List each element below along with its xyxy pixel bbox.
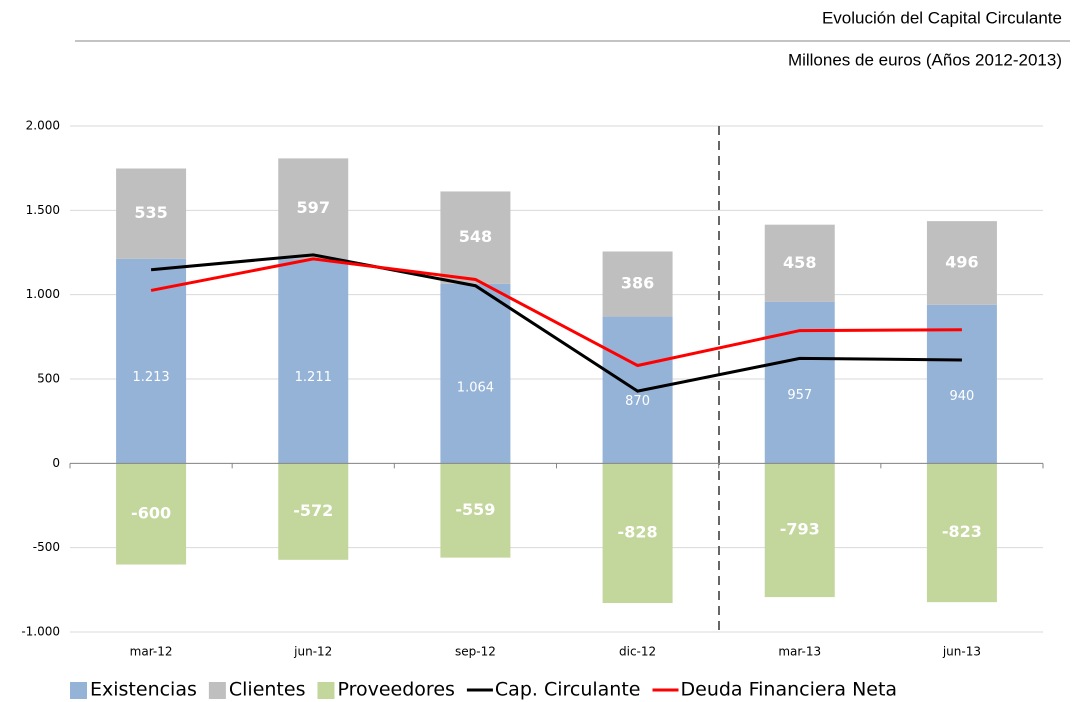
line bbox=[150, 253, 962, 393]
bar bbox=[278, 259, 349, 464]
data-label: -600 bbox=[131, 503, 171, 522]
chart-title: Evolución del Capital Circulante bbox=[822, 8, 1062, 27]
data-label: 535 bbox=[134, 203, 167, 222]
data-label: 1.213 bbox=[132, 370, 169, 385]
x-tick-label: dic-12 bbox=[619, 645, 656, 659]
bar bbox=[278, 463, 349, 560]
legend-label: Proveedores bbox=[337, 679, 454, 701]
data-label: -793 bbox=[780, 520, 820, 539]
legend-label: Cap. Circulante bbox=[495, 679, 641, 701]
y-tick-label: 2.000 bbox=[26, 119, 60, 133]
bar bbox=[440, 191, 511, 284]
data-label: 957 bbox=[787, 388, 812, 403]
data-label: 1.211 bbox=[295, 370, 332, 385]
y-tick-label: -500 bbox=[33, 540, 60, 554]
data-label: 386 bbox=[621, 274, 654, 293]
x-tick-label: mar-12 bbox=[130, 645, 173, 659]
chart-subtitle: Millones de euros (Años 2012-2013) bbox=[788, 50, 1062, 69]
data-label: -572 bbox=[293, 501, 333, 520]
data-label: 597 bbox=[297, 198, 330, 217]
bar bbox=[764, 301, 835, 464]
data-label: 940 bbox=[950, 389, 975, 404]
data-label: -828 bbox=[618, 523, 658, 542]
legend-label: Deuda Financiera Neta bbox=[681, 679, 898, 701]
y-tick-label: 0 bbox=[52, 456, 60, 470]
legend-swatch bbox=[317, 682, 335, 699]
data-label: -559 bbox=[455, 500, 495, 519]
legend-swatch bbox=[208, 682, 226, 699]
y-tick-label: 1.000 bbox=[26, 287, 60, 301]
legend-swatch bbox=[70, 682, 87, 699]
legend-label: Existencias bbox=[90, 679, 197, 701]
bar bbox=[116, 168, 187, 259]
data-label: 548 bbox=[459, 227, 492, 246]
x-tick-label: sep-12 bbox=[455, 645, 496, 659]
x-tick-label: jun-13 bbox=[942, 645, 981, 659]
x-tick-label: jun-12 bbox=[293, 645, 332, 659]
line bbox=[150, 257, 962, 368]
data-label: 458 bbox=[783, 253, 816, 272]
y-tick-label: 1.500 bbox=[26, 203, 60, 217]
bar bbox=[116, 463, 187, 565]
bar bbox=[116, 258, 187, 464]
bar bbox=[440, 283, 511, 464]
y-tick-label: -1.000 bbox=[21, 625, 60, 639]
bar bbox=[926, 463, 997, 603]
legend-label: Clientes bbox=[229, 679, 306, 701]
bar bbox=[602, 251, 673, 317]
bar bbox=[764, 224, 835, 302]
data-label: -823 bbox=[942, 522, 982, 541]
y-tick-label: 500 bbox=[37, 372, 60, 386]
x-tick-label: mar-13 bbox=[778, 645, 821, 659]
bar bbox=[440, 463, 511, 558]
bar bbox=[278, 158, 349, 260]
bar bbox=[926, 221, 997, 305]
bar bbox=[602, 463, 673, 603]
data-label: 1.064 bbox=[457, 380, 494, 395]
data-label: 870 bbox=[625, 394, 650, 409]
bar bbox=[764, 463, 835, 598]
data-label: 496 bbox=[945, 252, 978, 271]
